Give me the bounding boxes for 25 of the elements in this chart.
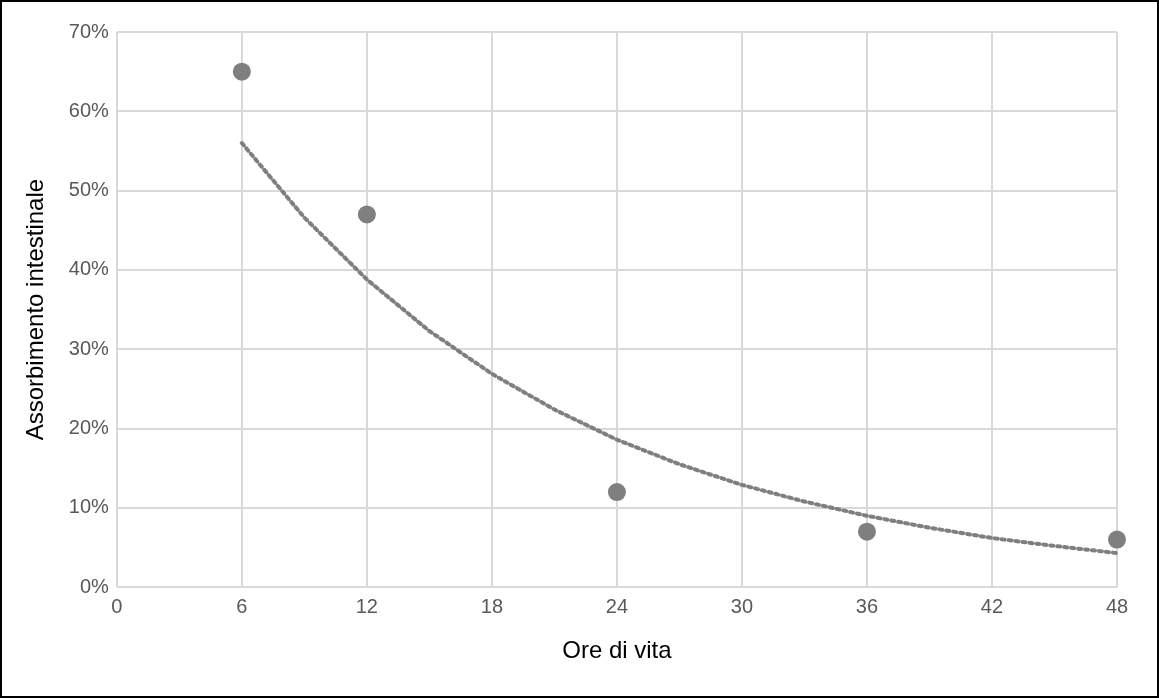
y-tick-label: 40% <box>68 257 110 280</box>
point <box>357 205 376 224</box>
y-tick-label: 20% <box>68 416 110 439</box>
y-tick-label: 10% <box>68 495 110 518</box>
x-tick-label: 12 <box>355 594 378 617</box>
y-axis-title: Assorbimento intestinale <box>21 178 49 441</box>
y-tick-label: 70% <box>68 19 110 42</box>
point <box>607 483 626 502</box>
y-tick-label: 30% <box>68 336 110 359</box>
x-axis-title: Ore di vita <box>562 636 673 664</box>
x-tick-label: 48 <box>1105 594 1129 617</box>
x-tick-label: 18 <box>480 594 504 617</box>
point <box>1108 530 1126 549</box>
point <box>232 62 251 81</box>
x-tick-label: 30 <box>730 594 754 617</box>
x-tick-label: 42 <box>980 594 1004 617</box>
x-tick-label: 36 <box>855 594 879 617</box>
point <box>857 522 876 541</box>
x-tick-label: 24 <box>605 594 629 617</box>
line-series <box>239 141 1119 556</box>
x-tick-label: 6 <box>236 594 248 617</box>
y-tick-label: 60% <box>68 98 110 121</box>
x-tick-label: 0 <box>111 594 123 617</box>
y-tick-label: 0% <box>79 574 110 597</box>
y-tick-label: 50% <box>68 178 110 201</box>
